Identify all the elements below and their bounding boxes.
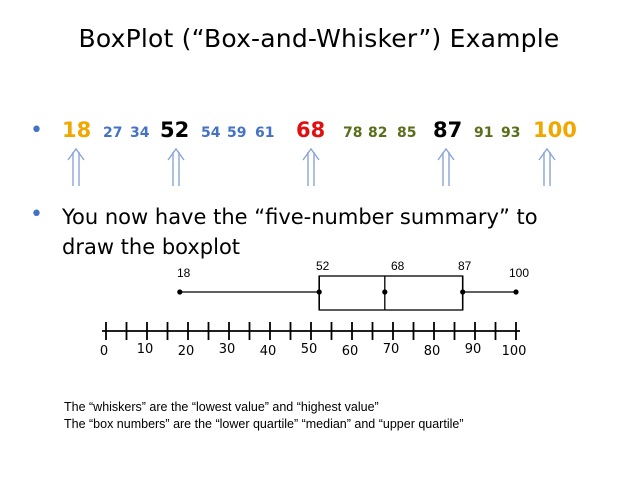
bullet-text: You now have the “five-number summary” t… — [62, 202, 538, 262]
number-line-label: 70 — [383, 342, 400, 357]
bullet-text-line-1: You now have the “five-number summary” t… — [62, 205, 538, 229]
median-label: 68 — [391, 259, 405, 273]
bullet-text-line-2: draw the boxplot — [62, 235, 241, 259]
data-value-93: 93 — [501, 125, 521, 141]
caption-line-1: The “whiskers” are the “lowest value” an… — [64, 400, 379, 414]
data-value-82: 82 — [368, 125, 388, 141]
data-value-59: 59 — [227, 125, 247, 141]
number-line-label: 100 — [502, 344, 527, 359]
number-line-label: 30 — [219, 342, 236, 357]
number-line-label: 10 — [137, 342, 154, 357]
arrow-head-icon — [67, 147, 85, 161]
data-value-27: 27 — [103, 125, 123, 141]
data-value-18: 18 — [62, 118, 92, 142]
number-line-label: 40 — [260, 344, 277, 359]
data-value-100: 100 — [533, 118, 577, 142]
max-label: 100 — [509, 266, 530, 280]
data-value-85: 85 — [397, 125, 417, 141]
q3-label: 87 — [458, 259, 472, 273]
q3-point — [460, 289, 466, 295]
data-value-68: 68 — [296, 118, 326, 142]
data-value-87: 87 — [433, 118, 463, 142]
number-line-label: 80 — [424, 344, 441, 359]
min-label: 18 — [177, 266, 191, 280]
q1-label: 52 — [316, 259, 330, 273]
bullet-marker-1: • — [30, 118, 43, 143]
slide-title: BoxPlot (“Box-and-Whisker”) Example — [78, 24, 560, 53]
data-value-54: 54 — [201, 125, 221, 141]
arrow-head-icon — [302, 147, 320, 161]
number-line-label: 90 — [465, 342, 482, 357]
arrow-head-icon — [437, 147, 455, 161]
bullet-marker-2: • — [30, 202, 43, 227]
number-line-label: 0 — [100, 344, 108, 359]
data-value-91: 91 — [474, 125, 494, 141]
caption-line-2: The “box numbers” are the “lower quartil… — [64, 417, 464, 431]
arrow-head-icon — [167, 147, 185, 161]
data-value-78: 78 — [343, 125, 363, 141]
number-line-label: 50 — [301, 342, 318, 357]
data-value-34: 34 — [130, 125, 150, 141]
data-value-61: 61 — [255, 125, 275, 141]
median-point — [382, 289, 388, 295]
number-line-label: 60 — [342, 344, 359, 359]
number-line-label: 20 — [178, 344, 195, 359]
arrow-head-icon — [538, 147, 556, 161]
max-point — [513, 289, 519, 295]
data-value-52: 52 — [160, 118, 190, 142]
q1-point — [316, 289, 322, 295]
box — [318, 275, 464, 311]
min-point — [177, 289, 183, 295]
